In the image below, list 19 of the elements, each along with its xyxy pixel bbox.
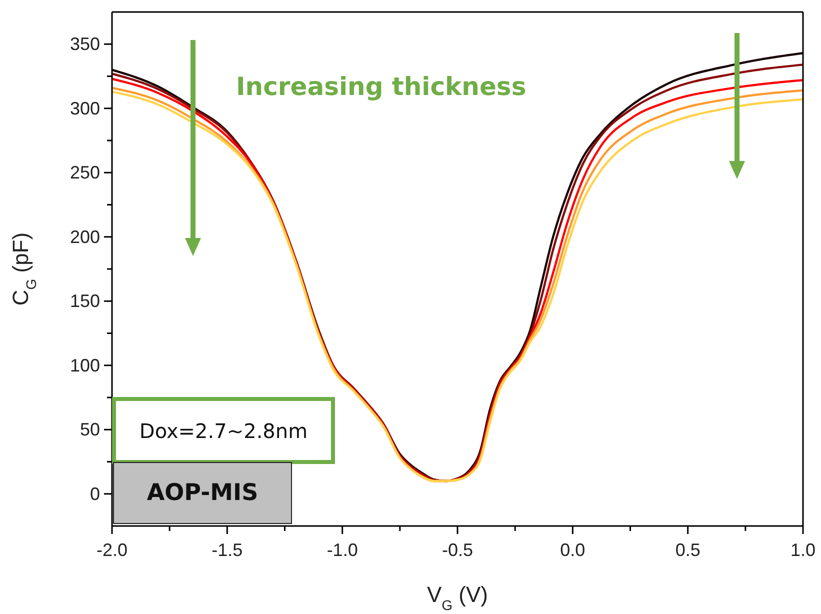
x-tick-label: -2.0 — [96, 540, 128, 560]
x-tick-label: 0.5 — [675, 540, 700, 560]
y-tick-label: 100 — [70, 355, 100, 376]
x-tick-label: -1.5 — [212, 540, 243, 560]
annotation: Dox=2.7~2.8nm — [112, 397, 335, 464]
y-tick-label: 0 — [90, 484, 100, 504]
x-tick-label: 1.0 — [790, 540, 816, 560]
x-tick-label: -0.5 — [442, 540, 474, 560]
annotation: Increasing thickness — [236, 72, 526, 101]
x-axis-title: V$_{G}$ (V) — [426, 582, 488, 613]
y-tick-label: 50 — [80, 420, 100, 440]
y-tick-label: 200 — [70, 226, 100, 247]
y-tick-label: 150 — [70, 291, 100, 312]
x-tick-label: -1.0 — [326, 540, 358, 560]
y-tick-label: 250 — [70, 162, 100, 183]
y-tick-label: 300 — [70, 98, 100, 118]
annotation: AOP-MIS — [113, 462, 292, 524]
x-tick-label: 0.0 — [560, 540, 586, 560]
y-tick-label: 350 — [70, 34, 100, 54]
